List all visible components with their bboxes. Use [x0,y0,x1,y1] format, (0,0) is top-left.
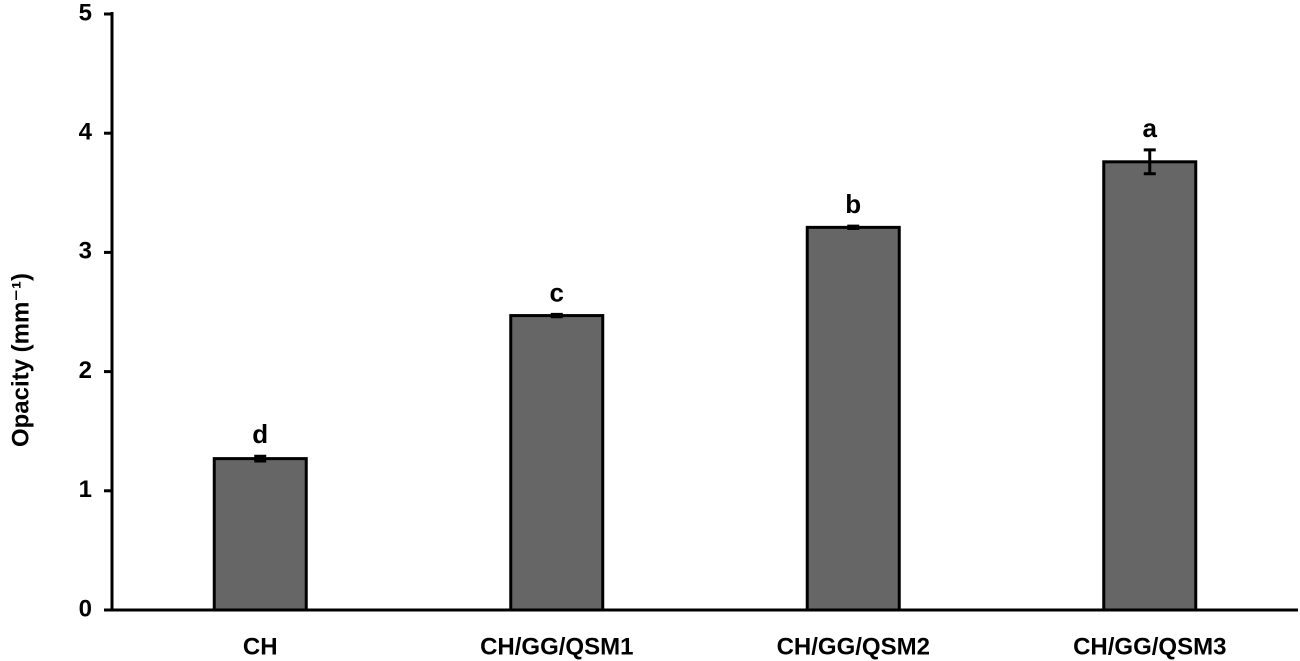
y-tick-label: 0 [79,595,92,622]
error-bar [847,224,860,231]
significance-letter: b [845,189,861,219]
error-bar [550,312,563,319]
y-tick-label: 1 [79,476,92,503]
x-tick-label: CH [243,633,278,660]
bar [805,225,901,612]
y-axis-label: Opacity (mm⁻¹) [7,273,34,447]
x-tick-label: CH/GG/QSM1 [480,633,633,660]
x-tick-label: CH/GG/QSM2 [777,633,930,660]
bar [1102,160,1198,612]
y-tick-label: 3 [79,238,92,265]
bar [212,457,308,612]
y-tick-label: 4 [79,119,93,146]
significance-letter: c [550,277,564,307]
y-tick-label: 2 [79,357,92,384]
significance-letter: d [252,419,268,449]
error-bar [1143,148,1156,176]
y-tick-label: 5 [79,0,92,26]
error-bar [254,454,267,463]
bar [509,314,605,612]
x-tick-label: CH/GG/QSM3 [1073,633,1226,660]
significance-letter: a [1143,113,1158,143]
